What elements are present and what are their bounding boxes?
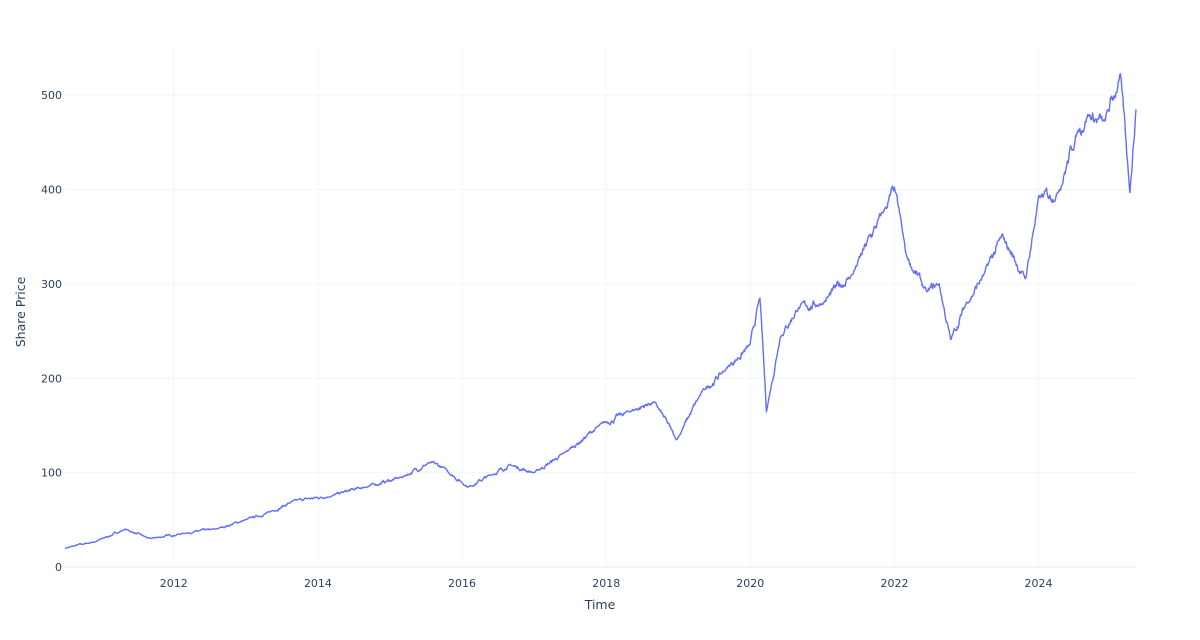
x-axis-ticks: 2012 2014 2016 2018 2020 2022 2024 [160, 577, 1053, 590]
x-tick-label: 2020 [736, 577, 764, 590]
x-axis-title: Time [584, 597, 616, 612]
y-tick-label: 100 [41, 467, 62, 480]
y-axis-ticks: 0 100 200 300 400 500 [41, 89, 62, 574]
series-layer [64, 73, 1137, 549]
x-tick-label: 2018 [592, 577, 620, 590]
y-tick-label: 200 [41, 372, 62, 385]
y-axis-title: Share Price [13, 276, 28, 347]
x-tick-label: 2016 [448, 577, 476, 590]
series-line-0 [64, 73, 1137, 549]
y-tick-label: 0 [55, 561, 62, 574]
grid [65, 48, 1136, 568]
y-tick-label: 500 [41, 89, 62, 102]
y-tick-label: 300 [41, 278, 62, 291]
x-tick-label: 2022 [880, 577, 908, 590]
x-tick-label: 2014 [304, 577, 332, 590]
x-tick-label: 2012 [160, 577, 188, 590]
y-tick-label: 400 [41, 184, 62, 197]
x-tick-label: 2024 [1025, 577, 1053, 590]
